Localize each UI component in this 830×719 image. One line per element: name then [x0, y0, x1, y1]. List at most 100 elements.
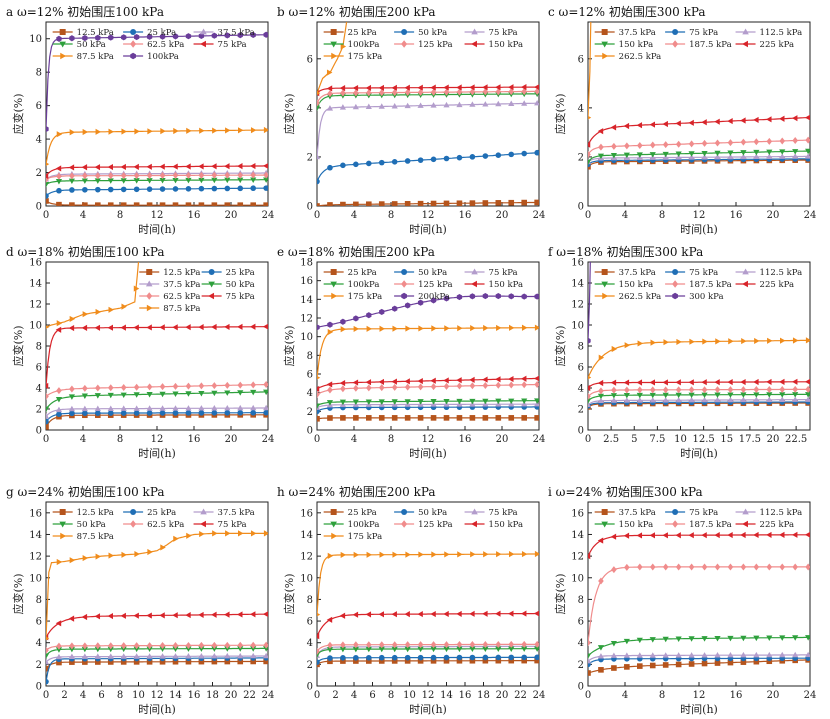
data-point — [791, 115, 798, 122]
data-point — [237, 641, 244, 649]
data-point — [69, 410, 75, 417]
data-point — [753, 651, 760, 658]
legend-label: 187.5 kPa — [689, 520, 732, 530]
data-point — [417, 641, 424, 649]
data-point — [107, 410, 114, 416]
data-point — [185, 658, 192, 665]
data-point — [766, 116, 772, 123]
data-point — [185, 202, 192, 206]
data-point — [185, 33, 192, 40]
data-point — [198, 641, 205, 649]
data-point — [727, 379, 733, 386]
legend-marker — [742, 268, 749, 275]
data-point — [588, 398, 592, 404]
data-point — [430, 84, 436, 91]
legend-label: 150 kPa — [489, 40, 523, 50]
legend-label: 200kPa — [418, 292, 450, 302]
data-point — [611, 665, 617, 671]
data-point — [146, 642, 153, 650]
data-point — [418, 325, 424, 332]
data-point — [172, 202, 179, 206]
data-point — [121, 551, 127, 558]
data-point — [378, 611, 384, 618]
legend-item: 262.5 kPa — [594, 292, 661, 302]
data-point — [482, 153, 489, 159]
data-point — [588, 657, 592, 664]
data-point — [624, 664, 630, 670]
legend-item: 62.5 kPa — [123, 40, 184, 50]
data-point — [327, 552, 334, 559]
data-point — [495, 657, 502, 664]
data-point — [588, 653, 592, 659]
x-tick-label: 8 — [117, 210, 123, 221]
y-tick-label: 16 — [300, 508, 313, 519]
data-point — [107, 642, 114, 650]
data-point — [340, 162, 346, 169]
legend-label: 100kPa — [147, 52, 179, 62]
series-line — [317, 660, 539, 665]
data-point — [688, 140, 695, 148]
data-point — [588, 115, 592, 120]
data-point — [496, 324, 502, 331]
y-tick-label: 2 — [36, 660, 42, 671]
data-point — [598, 387, 604, 395]
data-point — [701, 119, 707, 126]
data-point — [339, 399, 346, 406]
legend-item: 125 kPa — [394, 40, 453, 50]
data-point — [172, 382, 179, 390]
data-point — [521, 640, 527, 648]
x-axis-label: 时间(h) — [680, 447, 718, 460]
data-point — [120, 324, 126, 331]
data-point — [133, 642, 140, 650]
data-point — [740, 396, 747, 403]
data-point — [727, 531, 733, 539]
data-point — [56, 320, 63, 327]
legend-label: 75 kPa — [689, 508, 718, 518]
data-point — [56, 131, 63, 138]
data-point — [378, 84, 384, 91]
legend-marker — [330, 521, 337, 528]
y-tick-label: 8 — [36, 342, 42, 353]
data-point — [211, 405, 218, 411]
data-point — [353, 201, 359, 206]
y-tick-label: 0 — [578, 682, 584, 693]
data-point — [714, 660, 721, 666]
data-point — [339, 380, 346, 387]
legend-marker — [471, 280, 477, 288]
data-point — [46, 653, 50, 659]
data-point — [456, 101, 463, 108]
legend-label: 112.5 kPa — [760, 508, 803, 518]
data-point — [107, 392, 114, 399]
y-tick-label: 14 — [571, 279, 584, 290]
x-tick-label: 4 — [351, 690, 357, 701]
data-point — [237, 611, 243, 618]
data-point — [146, 172, 153, 180]
data-point — [159, 202, 166, 206]
data-point — [404, 399, 411, 405]
data-point — [107, 163, 113, 171]
data-point — [417, 88, 424, 96]
data-point — [688, 396, 695, 403]
legend-item: 187.5 kPa — [665, 280, 732, 290]
data-point — [263, 185, 268, 191]
x-tick-label: 2 — [61, 690, 67, 701]
x-tick-label: 2 — [332, 690, 338, 701]
data-point — [753, 149, 760, 156]
series-line — [588, 155, 810, 163]
data-point — [198, 171, 205, 179]
data-point — [55, 647, 63, 653]
data-point — [649, 662, 656, 669]
data-point — [805, 153, 810, 159]
data-point — [250, 381, 256, 389]
data-point — [378, 654, 385, 661]
data-point — [417, 383, 424, 391]
data-point — [727, 396, 734, 403]
data-point — [610, 393, 617, 399]
series-line — [588, 339, 810, 378]
data-point — [107, 659, 114, 665]
data-point — [317, 408, 320, 415]
data-point — [597, 393, 605, 400]
data-point — [198, 324, 204, 331]
series-line — [46, 262, 140, 328]
data-point — [457, 325, 463, 332]
